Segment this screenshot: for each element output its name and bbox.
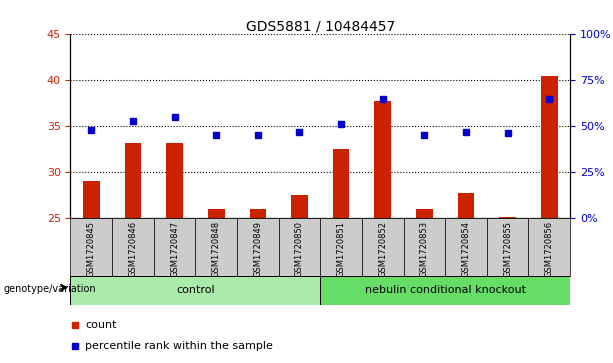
Bar	[83, 181, 100, 218]
Bar	[196, 218, 237, 276]
Text: GSM1720854: GSM1720854	[462, 221, 471, 277]
Text: nebulin conditional knockout: nebulin conditional knockout	[365, 285, 526, 295]
Text: GSM1720852: GSM1720852	[378, 221, 387, 277]
Text: control: control	[176, 285, 215, 295]
Bar	[208, 209, 224, 218]
Text: GSM1720848: GSM1720848	[211, 221, 221, 277]
Title: GDS5881 / 10484457: GDS5881 / 10484457	[246, 19, 395, 33]
Text: GSM1720846: GSM1720846	[129, 221, 137, 277]
Text: count: count	[85, 321, 117, 330]
Bar	[500, 217, 516, 218]
Bar	[321, 276, 570, 305]
Text: GSM1720850: GSM1720850	[295, 221, 304, 277]
Text: GSM1720849: GSM1720849	[253, 221, 262, 277]
Bar	[528, 218, 570, 276]
Bar	[112, 218, 154, 276]
Bar	[541, 76, 558, 218]
Bar	[416, 209, 433, 218]
Bar	[70, 276, 321, 305]
Bar	[333, 149, 349, 218]
Bar	[321, 218, 362, 276]
Bar	[154, 218, 196, 276]
Bar	[279, 218, 321, 276]
Text: GSM1720853: GSM1720853	[420, 221, 429, 277]
Bar	[249, 209, 266, 218]
Text: GSM1720855: GSM1720855	[503, 221, 512, 277]
Bar	[362, 218, 403, 276]
Text: GSM1720845: GSM1720845	[87, 221, 96, 277]
Bar	[445, 218, 487, 276]
Bar	[291, 195, 308, 218]
Bar	[375, 101, 391, 218]
Text: GSM1720851: GSM1720851	[337, 221, 346, 277]
Bar	[166, 143, 183, 218]
Text: GSM1720856: GSM1720856	[545, 221, 554, 277]
Bar	[70, 218, 112, 276]
Bar	[458, 193, 474, 218]
Text: GSM1720847: GSM1720847	[170, 221, 179, 277]
Bar	[403, 218, 445, 276]
Text: genotype/variation: genotype/variation	[3, 284, 96, 294]
Bar	[487, 218, 528, 276]
Bar	[124, 143, 141, 218]
Bar	[237, 218, 279, 276]
Text: percentile rank within the sample: percentile rank within the sample	[85, 341, 273, 351]
